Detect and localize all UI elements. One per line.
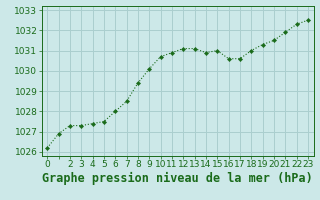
X-axis label: Graphe pression niveau de la mer (hPa): Graphe pression niveau de la mer (hPa) [42, 172, 313, 185]
